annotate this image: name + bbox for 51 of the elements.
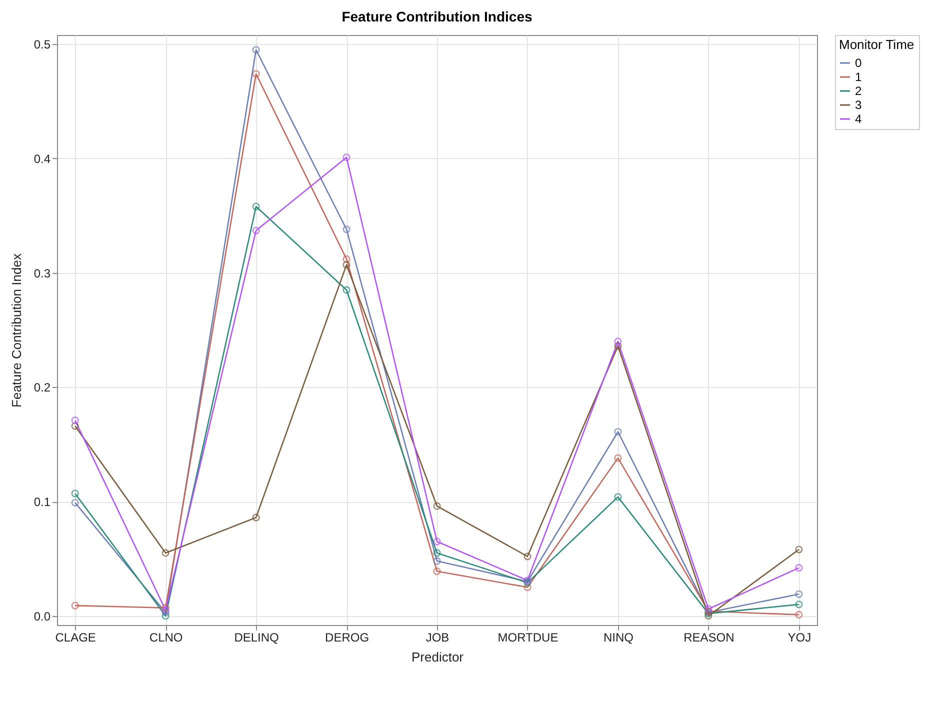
legend-label: 0 [855,56,862,70]
point [162,612,170,620]
point [704,605,712,613]
legend-label: 1 [855,70,862,84]
x-tick-label: YOJ [788,630,812,644]
y-tick-label: 0.2 [34,380,51,395]
point [162,608,170,616]
x-tick-label: REASON [684,630,734,644]
y-tick-label: 0.0 [34,609,51,624]
x-tick-label: CLAGE [55,630,96,644]
legend-label: 4 [855,112,862,126]
point [342,286,350,294]
point [614,342,622,350]
x-tick-label: JOB [426,630,450,644]
point [252,226,260,234]
point [433,567,441,576]
y-tick-label: 0.4 [34,152,51,166]
point [433,557,441,565]
point [433,538,441,546]
point [342,261,350,269]
point [614,454,622,462]
x-tick-label: MORTDUE [498,630,558,644]
point [342,154,350,162]
point [614,428,622,436]
chart-title: Feature Contribution Indices [342,8,532,24]
x-tick-label: DELINQ [234,630,279,644]
point [342,255,350,263]
point [252,202,260,210]
y-axis-title: Feature Contribution Index [8,253,24,408]
point [433,549,441,557]
point [342,226,350,234]
y-tick-label: 0.5 [34,38,51,52]
point [162,549,170,557]
x-tick-label: DEROG [325,630,370,644]
point [614,493,622,501]
point [252,46,260,54]
y-tick-label: 0.3 [34,266,51,280]
x-axis-title: Predictor [411,650,464,664]
point [524,583,532,592]
x-tick-label: CLNO [149,630,183,644]
y-tick-label: 0.1 [34,495,51,510]
point [252,514,260,522]
point [252,70,260,78]
point [614,338,622,346]
x-tick-label: NINQ [603,630,634,644]
legend-title: Monitor Time [839,37,914,52]
point [433,502,441,510]
legend-label: 3 [855,98,862,112]
legend-label: 2 [855,84,862,98]
point [524,552,532,560]
point [704,612,712,620]
